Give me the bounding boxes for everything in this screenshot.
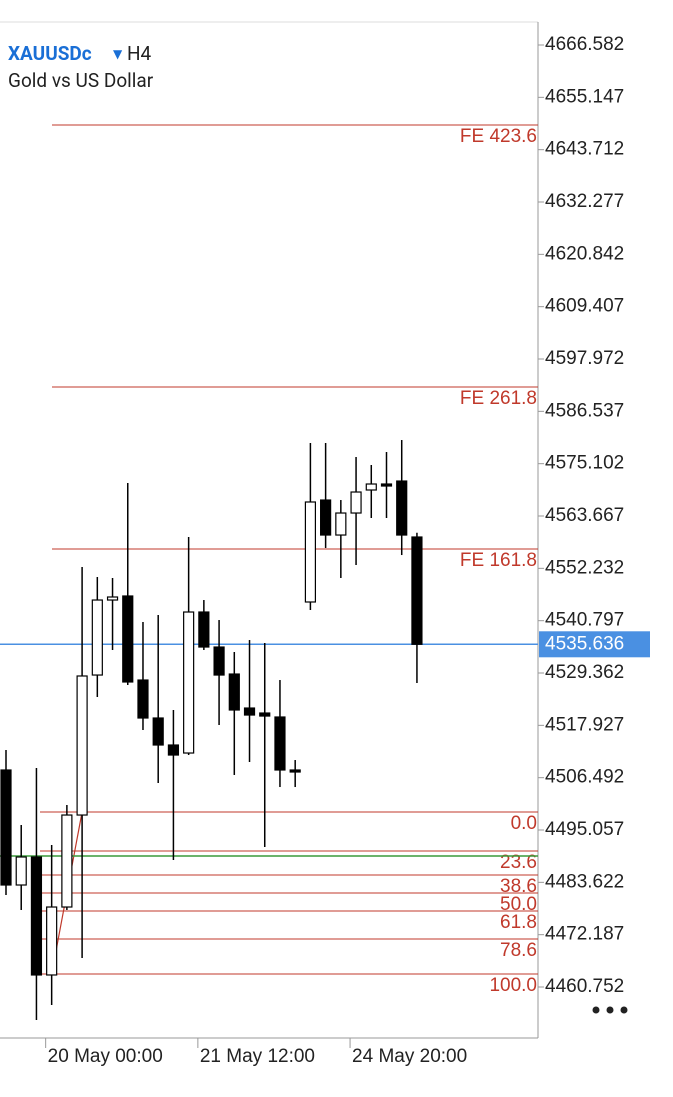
symbol[interactable]: XAUUSDc (8, 42, 92, 65)
candle-body (152, 717, 164, 746)
candle-body (365, 483, 377, 491)
y-tick-label: 4632.277 (545, 191, 624, 212)
last-price-label: 4535.636 (545, 633, 624, 654)
candle-body (183, 611, 195, 754)
fib-retracement-label: 38.6 (500, 876, 537, 897)
fib-expansion-label: FE 423.6 (460, 126, 537, 147)
y-tick-label: 4529.362 (545, 662, 624, 683)
dot (606, 1006, 614, 1014)
fib-retracement-label: 50.0 (500, 894, 537, 915)
candle-body (228, 673, 240, 711)
x-tick-label: 21 May 12:00 (200, 1046, 315, 1067)
fib-expansion-label: FE 261.8 (460, 388, 537, 409)
candle-body (380, 483, 393, 487)
more-menu[interactable] (592, 1006, 628, 1014)
candle-body (76, 675, 88, 816)
y-tick-label: 4517.927 (545, 714, 624, 735)
y-tick-label: 4540.797 (545, 610, 624, 631)
candle-body (304, 501, 316, 603)
candle-body (122, 595, 134, 683)
candle-body (198, 611, 210, 648)
fib-expansion-label: FE 161.8 (460, 550, 537, 571)
candle-body (167, 744, 180, 756)
y-tick-label: 4575.102 (545, 453, 624, 474)
candle-body (243, 707, 256, 716)
y-tick-label: 4643.712 (545, 139, 624, 160)
dot (592, 1006, 600, 1014)
candle-body (15, 856, 27, 886)
x-tick-label: 20 May 00:00 (48, 1046, 163, 1067)
fib-retracement-label: 23.6 (500, 852, 537, 873)
candle-body (46, 906, 58, 976)
fib-retracement-label: 0.0 (511, 813, 537, 834)
chart-title: Gold vs US Dollar (8, 69, 154, 92)
y-tick-label: 4655.147 (545, 86, 624, 107)
x-tick-label: 24 May 20:00 (352, 1046, 467, 1067)
y-tick-label: 4483.622 (545, 871, 624, 892)
y-tick-label: 4586.537 (545, 400, 624, 421)
candle-body (61, 814, 73, 908)
candle-body (350, 491, 362, 514)
candle-body (106, 596, 119, 601)
fib-retracement-label: 61.8 (500, 912, 537, 933)
candle-body (213, 646, 225, 676)
y-tick-label: 4666.582 (545, 34, 624, 55)
y-tick-label: 4472.187 (545, 924, 624, 945)
y-tick-label: 4620.842 (545, 243, 624, 264)
candle-body (320, 499, 332, 536)
y-tick-label: 4597.972 (545, 348, 624, 369)
y-tick-label: 4460.752 (545, 976, 624, 997)
candle-body (30, 856, 43, 976)
candle-body (0, 769, 12, 886)
y-tick-label: 4506.492 (545, 767, 624, 788)
last-price-tag (539, 631, 650, 658)
y-tick-label: 4563.667 (545, 505, 624, 526)
y-tick-label: 4552.232 (545, 557, 624, 578)
y-tick-label: 4609.407 (545, 296, 624, 317)
fib-retracement-label: 100.0 (489, 975, 537, 996)
y-tick-label: 4495.057 (545, 819, 624, 840)
symbol-dropdown[interactable]: ▼ (113, 47, 123, 61)
dot (620, 1006, 628, 1014)
candle-body (289, 769, 301, 773)
candle-body (335, 512, 347, 536)
candle-body (259, 712, 271, 717)
candle-body (91, 599, 103, 676)
candle-body (396, 480, 408, 536)
fib-retracement-label: 78.6 (500, 940, 537, 961)
timeframe[interactable]: H4 (127, 42, 152, 65)
candle-body (411, 536, 423, 645)
candle-body (137, 679, 149, 719)
candle-body (274, 716, 286, 771)
